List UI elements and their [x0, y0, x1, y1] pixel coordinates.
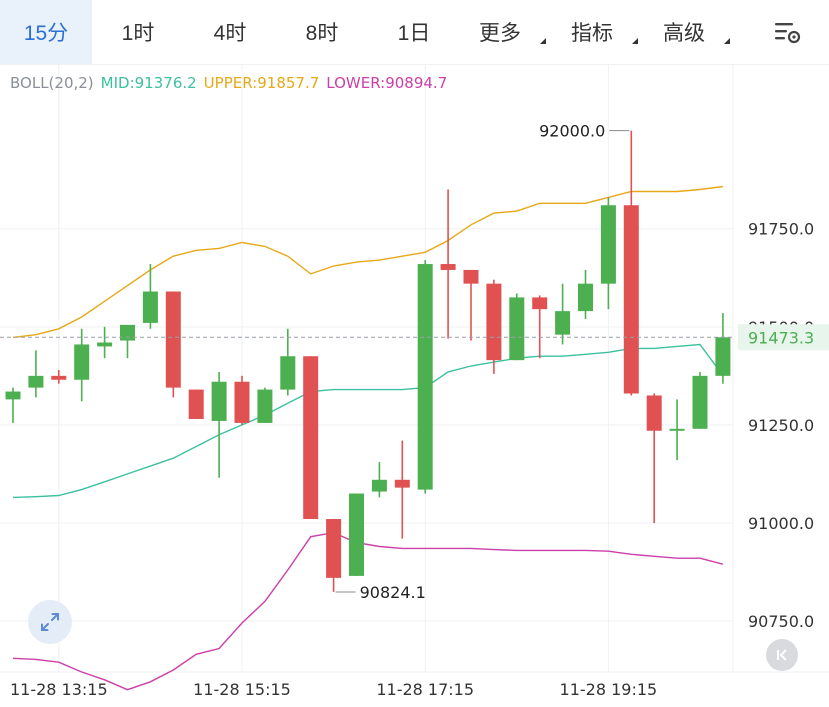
legend-mid-label: MID:: [100, 74, 135, 92]
candle-body-18[interactable]: [417, 264, 433, 490]
interval-tab-1[interactable]: 1时: [92, 0, 184, 64]
x-tick-label: 11-28 19:15: [560, 680, 658, 699]
candle-body-31[interactable]: [715, 337, 731, 376]
legend-lower-label: LOWER:: [326, 74, 386, 92]
candle-body-24[interactable]: [555, 311, 571, 335]
candle-body-14[interactable]: [326, 519, 342, 578]
candle-body-7[interactable]: [165, 291, 181, 388]
legend-upper-value: 91857.7: [257, 74, 320, 92]
candle-body-12[interactable]: [280, 356, 296, 390]
candle-body-23[interactable]: [532, 297, 548, 310]
candle-body-13[interactable]: [303, 356, 319, 520]
boll-lower-line: [12, 531, 724, 691]
legend-mid-value: 91376.2: [134, 74, 197, 92]
candle-body-5[interactable]: [120, 324, 135, 341]
interval-tab-label: 15分: [23, 22, 69, 45]
candle-body-1[interactable]: [28, 375, 44, 388]
candle-body-27[interactable]: [623, 205, 639, 394]
scroll-to-latest-button[interactable]: [766, 639, 798, 671]
candle-body-17[interactable]: [394, 479, 410, 488]
dropdown-triangle-icon: [724, 38, 730, 44]
candle-body-11[interactable]: [257, 389, 273, 423]
interval-tab-6[interactable]: 指标: [552, 0, 644, 64]
boll-legend: BOLL(20,2) MID:91376.2 UPPER:91857.7 LOWER:…: [10, 74, 454, 92]
candle-body-3[interactable]: [74, 344, 90, 380]
fullscreen-button[interactable]: [28, 600, 72, 644]
x-tick-label: 11-28 15:15: [193, 680, 291, 699]
candle-body-0[interactable]: [5, 391, 21, 400]
candle-body-6[interactable]: [142, 291, 158, 323]
interval-tab-3[interactable]: 8时: [276, 0, 368, 64]
candle-body-16[interactable]: [371, 479, 387, 492]
legend-upper: UPPER:91857.7: [204, 74, 320, 92]
expand-arrows-icon: [41, 613, 59, 631]
interval-tab-label: 1日: [397, 22, 431, 45]
candle-body-28[interactable]: [646, 395, 662, 431]
candle-body-21[interactable]: [486, 283, 502, 361]
candle-body-25[interactable]: [578, 283, 593, 312]
skip-to-end-icon: [777, 649, 787, 661]
candle-body-9[interactable]: [211, 381, 227, 421]
interval-tab-label: 指标: [571, 22, 613, 45]
interval-tab-5[interactable]: 更多: [460, 0, 552, 64]
candle-body-2[interactable]: [51, 375, 67, 380]
interval-tab-label: 8时: [305, 22, 339, 45]
candle-body-20[interactable]: [463, 269, 479, 284]
interval-tab-2[interactable]: 4时: [184, 0, 276, 64]
candle-body-10[interactable]: [234, 381, 250, 423]
interval-tab-label: 4时: [213, 22, 247, 45]
chart-settings-button[interactable]: [773, 18, 803, 46]
interval-tab-label: 高级: [663, 22, 705, 45]
y-tick-label: 91000.0: [748, 514, 814, 533]
candle-body-26[interactable]: [600, 205, 616, 284]
x-tick-label: 11-28 17:15: [376, 680, 474, 699]
candle-body-30[interactable]: [692, 375, 708, 429]
low-annotation-label: 90824.1: [360, 583, 426, 602]
y-tick-label: 91250.0: [748, 416, 814, 435]
high-annotation-label: 92000.0: [539, 122, 605, 141]
interval-tab-7[interactable]: 高级: [644, 0, 736, 64]
interval-tab-4[interactable]: 1日: [368, 0, 460, 64]
legend-lower-value: 90894.7: [385, 74, 448, 92]
dropdown-triangle-icon: [632, 38, 638, 44]
legend-lower: LOWER:90894.7: [326, 74, 447, 92]
current-price-label: 91473.3: [748, 328, 814, 347]
legend-mid: MID:91376.2: [101, 74, 197, 92]
y-tick-label: 90750.0: [748, 612, 814, 631]
interval-tab-label: 1时: [121, 22, 155, 45]
chart-settings-icon: [775, 23, 801, 44]
interval-tab-label: 更多: [479, 22, 521, 45]
x-tick-label: 11-28 13:15: [10, 680, 108, 699]
candle-body-15[interactable]: [349, 493, 364, 576]
boll-mid-line: [12, 343, 724, 499]
candle-body-4[interactable]: [97, 342, 113, 347]
candle-body-19[interactable]: [440, 264, 456, 270]
legend-upper-label: UPPER:: [203, 74, 258, 92]
y-tick-label: 91750.0: [748, 220, 814, 239]
dropdown-triangle-icon: [540, 38, 546, 44]
interval-tab-0[interactable]: 15分: [0, 0, 92, 64]
boll-upper-line: [12, 185, 723, 339]
candle-body-22[interactable]: [509, 297, 525, 361]
candle-body-29[interactable]: [669, 428, 685, 431]
candlestick-chart[interactable]: 91750.091500.091250.091000.090750.091473…: [0, 64, 829, 707]
current-price-tag: [738, 324, 829, 351]
candle-body-8[interactable]: [188, 389, 204, 419]
interval-toolbar: 15分 1时 4时 8时 1日 更多 指标 高级: [0, 0, 829, 65]
legend-indicator: BOLL(20,2): [10, 74, 94, 92]
